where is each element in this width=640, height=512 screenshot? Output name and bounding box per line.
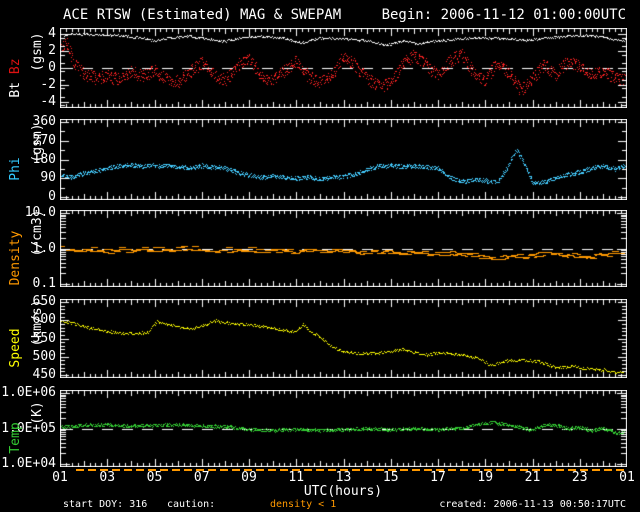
panel-mag-canvas [60, 28, 627, 108]
x-tick-label: 17 [430, 470, 446, 485]
plot-title: ACE RTSW (Estimated) MAG & SWEPAM [63, 7, 342, 23]
x-tick-label: 21 [524, 470, 541, 485]
y-tick-label: 1.0E+06 [1, 385, 56, 400]
y-tick-label: 270 [32, 132, 56, 148]
axis-name-part: Phi [8, 157, 23, 181]
axis-name-part: Bt [8, 73, 23, 98]
y-tick-label: 500 [32, 348, 56, 364]
y-tick-label: 360 [32, 114, 56, 129]
panel-temp-canvas [60, 390, 627, 467]
x-tick-label: 09 [241, 470, 257, 485]
axis-name-part: Bz [8, 58, 23, 74]
panel-phi-canvas [60, 119, 627, 200]
panel-speed-canvas [60, 299, 627, 378]
caution-value-label: density < 1 [270, 499, 337, 510]
y-tick-label: 4 [48, 26, 56, 42]
x-tick-label: 01 [52, 470, 68, 485]
x-tick-label: 13 [335, 470, 352, 485]
y-tick-label: 550 [32, 330, 56, 346]
panel-density-canvas [60, 210, 627, 287]
y-tick-label: 1.0 [32, 240, 56, 256]
start-doy-label: start DOY: 316 [63, 499, 148, 510]
panel-temp-unit-label: (K) [30, 401, 45, 425]
axis-name-part: Density [8, 230, 23, 286]
begin-timestamp: Begin: 2006-11-12 01:00:00UTC [381, 7, 626, 23]
y-tick-label: 450 [32, 367, 56, 382]
x-tick-label: 15 [382, 470, 399, 485]
x-tick-label: 07 [193, 470, 210, 485]
y-tick-label: 1.0E+04 [1, 456, 56, 471]
y-tick-label: 180 [32, 151, 56, 167]
y-tick-label: 0 [48, 60, 56, 75]
x-tick-label: 23 [571, 470, 588, 485]
axis-name-part: Temp [8, 422, 23, 454]
created-timestamp: created: 2006-11-13 00:50:17UTC [439, 499, 626, 510]
x-tick-label: 03 [99, 470, 116, 485]
panel-temp-name-label: Temp [8, 378, 24, 498]
y-tick-label: -4 [40, 93, 56, 109]
y-tick-label: 0.1 [32, 276, 56, 291]
y-tick-label: 10.0 [24, 205, 56, 220]
caution-label: caution: [167, 499, 216, 510]
y-tick-label: 2 [48, 43, 56, 59]
x-tick-label: 05 [146, 470, 163, 485]
y-tick-label: -2 [40, 76, 56, 92]
x-tick-label: 19 [477, 470, 494, 485]
axis-name-part: Speed [8, 328, 23, 368]
x-axis-label: UTC(hours) [303, 484, 383, 499]
x-tick-label: 11 [288, 470, 305, 485]
y-tick-label: 650 [32, 294, 56, 309]
y-tick-label: 600 [32, 312, 56, 328]
y-tick-label: 0 [48, 189, 56, 204]
y-tick-label: 90 [40, 170, 56, 186]
x-tick-label: 01 [619, 470, 635, 485]
y-tick-label: 1.0E+05 [1, 420, 56, 436]
density-caution-bar [76, 469, 627, 471]
